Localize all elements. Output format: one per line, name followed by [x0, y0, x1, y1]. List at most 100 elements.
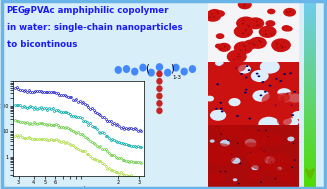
Circle shape [238, 65, 251, 74]
Circle shape [217, 12, 218, 13]
Circle shape [216, 33, 224, 39]
Circle shape [209, 17, 210, 18]
Circle shape [242, 23, 244, 24]
Circle shape [278, 171, 294, 182]
Circle shape [256, 25, 258, 26]
Circle shape [274, 178, 276, 179]
Circle shape [247, 17, 264, 29]
Circle shape [217, 43, 231, 52]
Circle shape [238, 183, 240, 184]
Circle shape [277, 116, 292, 126]
Circle shape [245, 46, 246, 47]
Circle shape [229, 98, 241, 106]
Circle shape [277, 88, 291, 98]
Circle shape [282, 25, 291, 32]
Circle shape [271, 34, 272, 35]
Circle shape [239, 56, 241, 57]
Circle shape [260, 182, 262, 183]
Circle shape [260, 94, 262, 96]
Circle shape [293, 91, 296, 93]
Circle shape [212, 14, 213, 15]
Circle shape [224, 46, 226, 47]
Circle shape [245, 30, 247, 31]
Circle shape [280, 45, 281, 46]
Circle shape [216, 83, 219, 85]
Circle shape [290, 104, 293, 106]
Circle shape [281, 47, 283, 48]
Circle shape [220, 64, 232, 71]
Circle shape [251, 165, 259, 170]
Circle shape [240, 50, 241, 51]
Circle shape [242, 33, 243, 34]
Circle shape [259, 167, 260, 168]
Circle shape [248, 69, 250, 71]
Circle shape [210, 110, 226, 121]
Circle shape [231, 154, 232, 155]
Circle shape [181, 68, 188, 76]
Circle shape [258, 117, 279, 131]
Circle shape [258, 75, 260, 77]
Circle shape [221, 111, 224, 112]
Circle shape [248, 118, 251, 119]
Circle shape [164, 69, 171, 77]
Circle shape [215, 60, 224, 66]
Circle shape [231, 157, 240, 164]
Circle shape [215, 10, 225, 17]
Circle shape [236, 56, 238, 57]
Circle shape [247, 151, 267, 165]
Circle shape [263, 133, 283, 147]
Text: ): ) [170, 64, 174, 74]
Circle shape [260, 148, 262, 149]
Circle shape [267, 136, 269, 137]
Circle shape [281, 48, 283, 49]
Circle shape [249, 152, 275, 170]
Text: g: g [24, 6, 30, 15]
Circle shape [139, 64, 147, 72]
Circle shape [209, 17, 211, 18]
Circle shape [289, 72, 292, 74]
Circle shape [237, 129, 267, 149]
Circle shape [156, 70, 163, 77]
Circle shape [208, 9, 222, 19]
Circle shape [262, 81, 264, 83]
Circle shape [264, 91, 267, 93]
Circle shape [284, 41, 285, 43]
Circle shape [233, 178, 237, 181]
Circle shape [268, 85, 271, 87]
Circle shape [123, 65, 130, 73]
Circle shape [293, 143, 294, 144]
Circle shape [209, 172, 225, 182]
Circle shape [239, 143, 265, 160]
Text: 1-3: 1-3 [172, 75, 181, 80]
Circle shape [277, 93, 290, 102]
Circle shape [238, 54, 240, 55]
Circle shape [289, 11, 291, 12]
Circle shape [215, 43, 222, 49]
Text: (: ( [145, 64, 148, 74]
Circle shape [236, 16, 256, 30]
Circle shape [249, 43, 250, 44]
Circle shape [254, 44, 255, 45]
Circle shape [258, 130, 260, 131]
Text: -PVAc amphiphilic copolymer: -PVAc amphiphilic copolymer [27, 6, 169, 15]
Circle shape [245, 89, 248, 91]
Circle shape [219, 171, 221, 172]
Circle shape [275, 78, 278, 80]
Circle shape [251, 70, 269, 82]
Circle shape [227, 140, 229, 141]
Circle shape [291, 167, 293, 168]
Circle shape [216, 11, 218, 12]
Circle shape [276, 43, 277, 44]
Circle shape [283, 119, 292, 125]
Text: PEG-: PEG- [7, 6, 29, 15]
X-axis label: Q (A⁻¹): Q (A⁻¹) [69, 186, 88, 189]
Circle shape [262, 93, 285, 108]
Circle shape [274, 104, 277, 106]
Circle shape [292, 111, 304, 119]
Circle shape [242, 146, 244, 147]
Circle shape [271, 165, 273, 166]
Circle shape [238, 0, 252, 9]
Circle shape [156, 78, 163, 85]
Circle shape [260, 60, 280, 74]
Circle shape [233, 59, 235, 60]
